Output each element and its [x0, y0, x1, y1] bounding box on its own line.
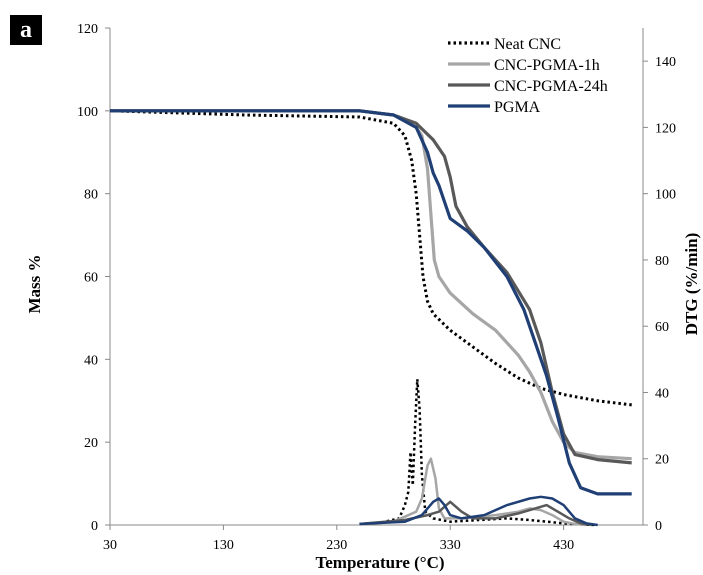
- legend-label: PGMA: [494, 99, 541, 116]
- mass-curve-neat-cnc: [109, 109, 632, 407]
- y-right-tick-label: 100: [655, 188, 676, 203]
- y-left-tick-label: 80: [84, 188, 98, 203]
- y-left-tick-label: 60: [84, 271, 98, 286]
- y-right-tick-label: 120: [655, 121, 676, 136]
- y-left-tick-label: 0: [91, 519, 98, 534]
- y-left-tick-label: 120: [77, 22, 98, 37]
- dtg-curve-cnc-pgma-24h: [359, 500, 593, 527]
- ticks-layer: 30 130 230 330 430 0 20 40 60 80 100 120 0 20 40 60 80 10…: [77, 22, 676, 553]
- dtg-curve-cnc-pgma-1h: [359, 457, 587, 527]
- y-right-tick-label: 0: [655, 519, 662, 534]
- legend-label: CNC-PGMA-24h: [494, 78, 608, 95]
- y-right-tick-label: 20: [655, 453, 669, 468]
- legend: Neat CNC CNC-PGMA-1h CNC-PGMA-24h PGMA: [448, 36, 608, 116]
- plot-frame: [109, 28, 644, 526]
- y-right-tick-label: 60: [655, 320, 669, 335]
- x-tick-label: 130: [213, 538, 234, 553]
- y-left-tick-label: 40: [84, 353, 98, 368]
- legend-label: Neat CNC: [494, 36, 561, 53]
- y-left-tick-label: 20: [84, 436, 98, 451]
- x-tick-label: 230: [326, 538, 347, 553]
- mass-curve-cnc-pgma-24h: [110, 109, 632, 465]
- y-right-tick-label: 140: [655, 55, 676, 70]
- x-axis-label: Temperature (°C): [315, 553, 444, 572]
- y-axis-right-label: DTG (%/min): [682, 233, 701, 335]
- y-right-tick-label: 40: [655, 386, 669, 401]
- x-tick-label: 430: [553, 538, 574, 553]
- y-left-tick-label: 100: [77, 105, 98, 120]
- x-tick-label: 330: [440, 538, 461, 553]
- legend-label: CNC-PGMA-1h: [494, 57, 600, 74]
- dtg-curve-pgma: [359, 495, 598, 527]
- mass-curve-pgma: [110, 109, 632, 496]
- dtg-curve-neat-cnc: [359, 377, 598, 527]
- series-layer: [109, 109, 632, 527]
- x-tick-label: 30: [103, 538, 117, 553]
- y-right-tick-label: 80: [655, 254, 669, 269]
- y-axis-left-label: Mass %: [25, 254, 44, 313]
- panel-label: a: [10, 15, 42, 45]
